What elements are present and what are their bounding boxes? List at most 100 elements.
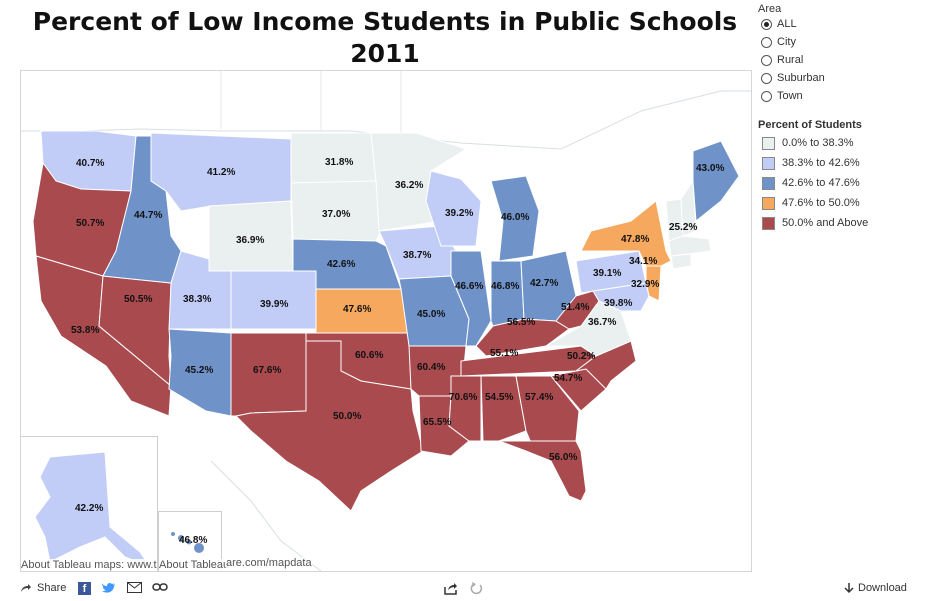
legend-swatch — [762, 156, 775, 170]
label-IL: 46.6% — [455, 281, 483, 292]
area-option-label: Suburban — [777, 72, 825, 84]
label-AZ: 45.2% — [185, 365, 213, 376]
bottom-toolbar: Share f Download — [0, 580, 942, 601]
map-credit-right[interactable]: About Tableau — [159, 559, 230, 571]
chart-title: Percent of Low Income Students in Public… — [20, 6, 750, 70]
link-button[interactable] — [152, 582, 168, 592]
state-NJ[interactable] — [645, 265, 662, 302]
state-HI-island[interactable] — [178, 535, 184, 541]
area-option-city[interactable]: City — [761, 34, 796, 50]
province-lines — [220, 71, 402, 133]
legend-item[interactable]: 0.0% to 38.3% — [762, 135, 854, 151]
label-FL: 56.0% — [549, 452, 577, 463]
label-WV: 51.4% — [561, 302, 589, 313]
state-NH[interactable] — [680, 179, 697, 237]
legend-swatch — [762, 216, 775, 230]
state-CT[interactable] — [670, 253, 692, 270]
chart-title-line1: Percent of Low Income Students in Public… — [32, 7, 738, 36]
label-MO: 45.0% — [417, 309, 445, 320]
share-button[interactable]: Share — [20, 582, 66, 594]
state-NY[interactable] — [580, 200, 672, 267]
label-MI: 46.0% — [501, 212, 529, 223]
area-option-town[interactable]: Town — [761, 88, 803, 104]
area-option-label: City — [777, 36, 796, 48]
legend-item[interactable]: 42.6% to 47.6% — [762, 175, 860, 191]
label-MD: 39.8% — [604, 298, 632, 309]
state-HI-island[interactable] — [186, 539, 192, 545]
label-SD: 37.0% — [322, 209, 350, 220]
legend-label: 50.0% and Above — [782, 217, 869, 229]
state-ME[interactable] — [692, 140, 740, 222]
radio-icon[interactable] — [761, 90, 772, 102]
area-option-suburban[interactable]: Suburban — [761, 70, 825, 86]
legend-item[interactable]: 50.0% and Above — [762, 215, 868, 231]
map-credit-url[interactable]: are.com/mapdata — [226, 557, 312, 569]
state-MI[interactable] — [490, 175, 540, 262]
alaska-map[interactable]: 42.2% — [20, 437, 157, 572]
state-UT[interactable] — [168, 250, 232, 330]
label-NM: 67.6% — [253, 365, 281, 376]
area-option-rural[interactable]: Rural — [761, 52, 803, 68]
legend-label: 42.6% to 47.6% — [782, 177, 860, 189]
email-button[interactable] — [127, 582, 142, 593]
label-NY: 47.8% — [621, 234, 649, 245]
label-MT: 41.2% — [207, 167, 235, 178]
state-IL[interactable] — [450, 250, 492, 347]
label-KS: 47.6% — [343, 304, 371, 315]
area-option-label: Town — [777, 90, 803, 102]
download-button[interactable]: Download — [844, 582, 907, 594]
label-TX: 50.0% — [333, 411, 361, 422]
state-HI[interactable] — [194, 543, 204, 553]
label-OK: 60.6% — [355, 350, 383, 361]
email-icon — [127, 582, 142, 593]
hawaii-map[interactable]: 46.8% — [159, 512, 221, 572]
radio-selected-icon[interactable] — [761, 18, 772, 30]
label-ID: 44.7% — [134, 210, 162, 221]
state-SD[interactable] — [290, 180, 382, 242]
export-button[interactable] — [444, 582, 458, 595]
twitter-button[interactable] — [102, 582, 116, 594]
state-MA[interactable] — [668, 235, 712, 257]
state-WI[interactable] — [425, 170, 482, 247]
state-VT[interactable] — [665, 198, 684, 242]
state-AK[interactable] — [34, 451, 152, 569]
state-MD[interactable] — [592, 282, 650, 312]
label-SC: 54.7% — [554, 373, 582, 384]
label-AL: 54.5% — [485, 392, 513, 403]
export-icon — [444, 583, 457, 595]
map-credit-left[interactable]: About Tableau maps: www.t — [21, 559, 157, 571]
state-AL[interactable] — [480, 375, 527, 442]
area-filter-title: Area — [758, 3, 782, 15]
radio-icon[interactable] — [761, 72, 772, 84]
us-map[interactable]: 40.7% 50.7% 53.8% 50.5% 44.7% 41.2% 36.9… — [21, 71, 751, 571]
label-NC: 50.2% — [567, 351, 595, 362]
revert-button[interactable] — [470, 582, 483, 595]
legend-title: Percent of Students — [758, 119, 862, 131]
radio-icon[interactable] — [761, 36, 772, 48]
facebook-button[interactable]: f — [78, 582, 91, 595]
state-FL[interactable] — [498, 440, 587, 502]
legend-label: 47.6% to 50.0% — [782, 197, 860, 209]
label-MS: 70.6% — [449, 392, 477, 403]
legend-label: 38.3% to 42.6% — [782, 157, 860, 169]
label-ME: 43.0% — [696, 163, 724, 174]
label-VA: 36.7% — [588, 317, 616, 328]
state-TX[interactable] — [234, 340, 424, 512]
chart-title-line2: 2011 — [350, 39, 420, 68]
legend-item[interactable]: 38.3% to 42.6% — [762, 155, 860, 171]
mexico-border — [210, 460, 322, 571]
label-TN: 55.1% — [490, 348, 518, 359]
radio-icon[interactable] — [761, 54, 772, 66]
legend-item[interactable]: 47.6% to 50.0% — [762, 195, 860, 211]
state-HI-island[interactable] — [171, 532, 175, 536]
label-VT: 25.2% — [669, 222, 697, 233]
area-option-all[interactable]: ALL — [761, 16, 797, 32]
legend-swatch — [762, 176, 775, 190]
map-viewport[interactable]: 40.7% 50.7% 53.8% 50.5% 44.7% 41.2% 36.9… — [20, 70, 752, 572]
alaska-inset[interactable]: 42.2% — [20, 436, 158, 572]
label-NV: 50.5% — [124, 294, 152, 305]
label-MN: 36.2% — [395, 180, 423, 191]
download-icon — [844, 582, 854, 593]
area-option-label: Rural — [777, 54, 804, 66]
download-label: Download — [858, 582, 907, 594]
